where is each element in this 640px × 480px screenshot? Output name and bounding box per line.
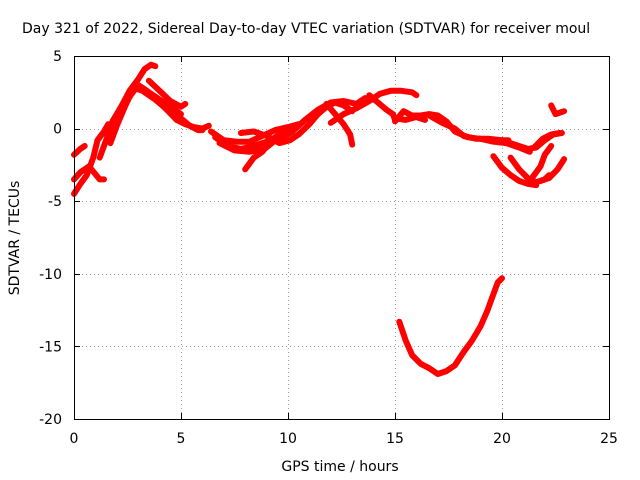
series-arc-28: [548, 102, 568, 118]
x-tick-label: 20: [493, 431, 511, 447]
x-tick-label: 10: [279, 431, 297, 447]
y-tick-label: 0: [53, 122, 62, 138]
y-tick-label: 5: [53, 49, 62, 65]
plot-frame: [74, 56, 610, 420]
series-arc-16: [327, 87, 420, 126]
x-tick-label: 5: [177, 431, 186, 447]
series-arc-26: [529, 143, 555, 181]
grid-lines: [74, 56, 609, 419]
series-arc-7: [139, 84, 184, 118]
chart-title: Day 321 of 2022, Sidereal Day-to-day VTE…: [22, 21, 590, 37]
series-arc-17: [366, 92, 398, 123]
series-arc-27: [531, 130, 563, 151]
series-arc-8: [145, 77, 189, 110]
x-tick-label: 0: [70, 431, 79, 447]
series-arc-15: [323, 100, 356, 148]
y-tick-labels: 5 0 -5 -10 -15 -20: [39, 49, 62, 428]
x-tick-label: 25: [600, 431, 618, 447]
y-axis-label: SDTVAR / TECUs: [7, 181, 23, 296]
x-tick-labels: 0 5 10 15 20 25: [70, 431, 618, 447]
series-arc-23: [490, 153, 540, 189]
x-axis-label: GPS time / hours: [281, 459, 398, 475]
data-series-layer: [71, 61, 568, 377]
series-arc-19: [392, 114, 428, 123]
x-tick-label: 15: [386, 431, 404, 447]
y-tick-label: -20: [39, 412, 62, 428]
series-arc-25: [537, 156, 568, 184]
series-arc-14: [289, 95, 377, 135]
y-tick-label: -10: [39, 267, 62, 283]
series-arc-3: [71, 143, 88, 158]
y-tick-label: -15: [39, 339, 62, 355]
series-arc-29: [396, 275, 505, 377]
series-arc-2: [71, 121, 112, 197]
axis-ticks: [74, 56, 610, 420]
y-tick-label: -5: [48, 194, 62, 210]
